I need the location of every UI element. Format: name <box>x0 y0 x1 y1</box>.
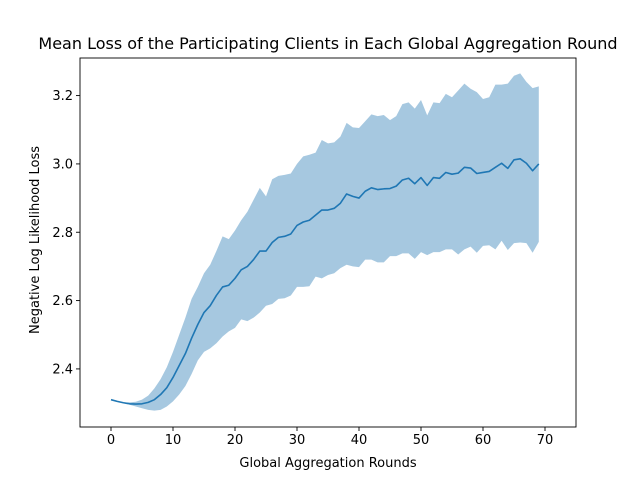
x-tick-label: 30 <box>289 433 306 448</box>
x-tick-label: 40 <box>351 433 368 448</box>
confidence-band <box>111 73 539 411</box>
chart-title: Mean Loss of the Participating Clients i… <box>38 34 617 53</box>
y-tick-label: 2.8 <box>52 226 73 241</box>
y-tick-label: 3.0 <box>52 157 73 172</box>
x-tick-label: 0 <box>107 433 115 448</box>
y-tick-label: 2.4 <box>52 362 73 377</box>
x-tick-label: 70 <box>537 433 554 448</box>
x-tick-label: 60 <box>475 433 492 448</box>
x-tick-label: 50 <box>413 433 430 448</box>
y-tick-label: 2.6 <box>52 294 73 309</box>
x-tick-label: 10 <box>165 433 182 448</box>
x-tick-label: 20 <box>227 433 244 448</box>
axes-layer: 0 10 20 30 40 50 60 70 2.4 2.6 2.8 3.0 3.2 <box>52 57 577 448</box>
x-axis-label: Global Aggregation Rounds <box>239 456 416 471</box>
y-axis-label: Negative Log Likelihood Loss <box>28 146 43 334</box>
y-tick-label: 3.2 <box>52 89 73 104</box>
mean-loss-line <box>110 157 540 405</box>
line-layer <box>110 157 540 405</box>
plot-frame <box>79 57 577 428</box>
band-layer <box>111 73 539 411</box>
